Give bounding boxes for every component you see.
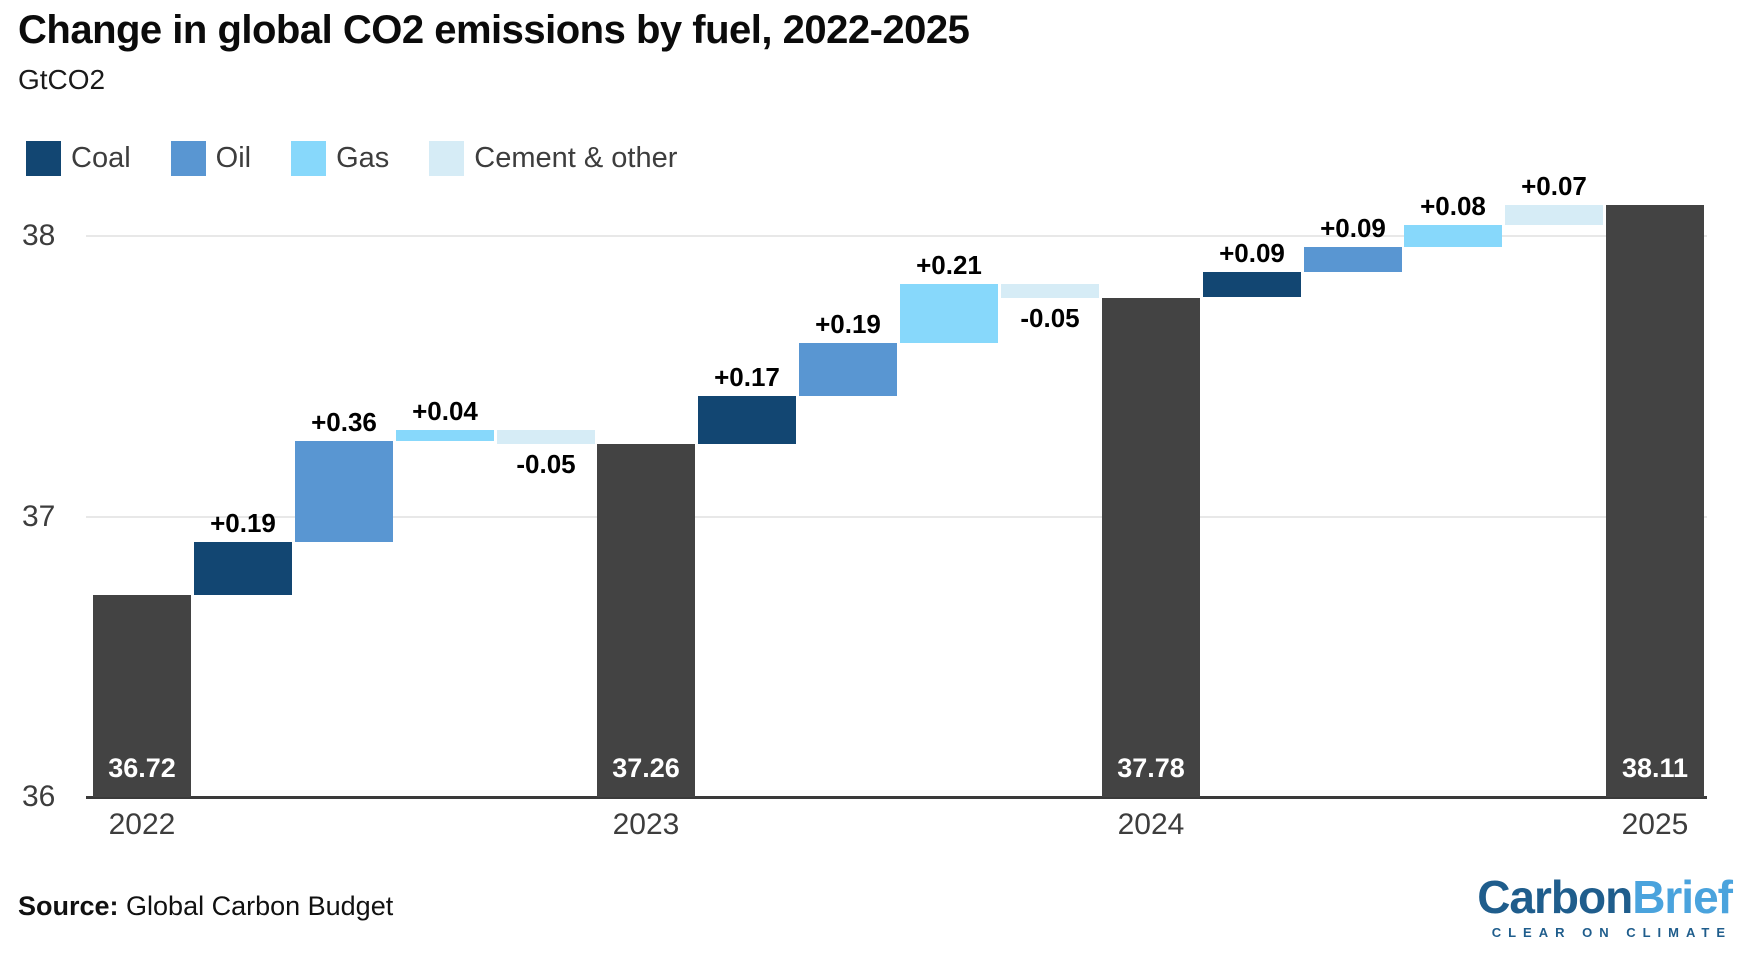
legend-item-coal: Coal: [26, 141, 131, 176]
delta-value-label: +0.21: [916, 250, 982, 280]
delta-value-label: +0.17: [714, 362, 780, 392]
x-tick-label-2025: 2025: [1621, 808, 1689, 841]
x-tick-label-2022: 2022: [108, 808, 176, 841]
delta-value-label: +0.36: [311, 407, 377, 437]
legend-swatch-icon: [170, 141, 206, 176]
y-tick-label-38: 38: [22, 219, 56, 252]
legend-label: Oil: [215, 142, 252, 174]
legend-item-oil: Oil: [170, 141, 252, 176]
waterfall-delta-bar-gas: [900, 284, 998, 343]
waterfall-delta-bar-cement-other: [1001, 284, 1099, 298]
x-tick-label-2024: 2024: [1117, 808, 1185, 841]
source-prefix: Source:: [18, 891, 119, 921]
gridline-37: [86, 515, 1707, 518]
total-value-label: 37.78: [1117, 753, 1185, 783]
waterfall-delta-bar-coal: [1203, 272, 1301, 297]
legend: Coal Oil Gas Cement & other: [26, 141, 717, 176]
legend-item-cement-other: Cement & other: [429, 141, 677, 176]
delta-value-label: +0.19: [815, 309, 881, 339]
delta-value-label: +0.09: [1219, 238, 1285, 268]
waterfall-total-bar-2024: [1102, 298, 1200, 797]
waterfall-delta-bar-coal: [698, 396, 796, 444]
waterfall-delta-bar-gas: [396, 430, 494, 441]
legend-swatch-icon: [291, 141, 327, 176]
legend-label: Cement & other: [474, 142, 678, 174]
legend-swatch-icon: [429, 141, 465, 176]
x-tick-label-2023: 2023: [612, 808, 680, 841]
total-value-label: 38.11: [1621, 753, 1689, 783]
y-tick-label-37: 37: [22, 499, 56, 533]
waterfall-delta-bar-coal: [194, 542, 292, 595]
delta-value-label: +0.19: [210, 508, 276, 538]
legend-label: Gas: [336, 142, 390, 174]
source-line: Source: Global Carbon Budget: [18, 891, 393, 922]
waterfall-delta-bar-cement-other: [497, 430, 595, 444]
y-tick-label-36: 36: [22, 780, 56, 813]
logo-wordmark: CarbonBrief: [1477, 871, 1733, 923]
carbonbrief-logo: CarbonBrief CLEAR ON CLIMATE: [1477, 871, 1733, 940]
delta-value-label: +0.08: [1420, 191, 1486, 221]
delta-value-label: -0.05: [1020, 303, 1080, 333]
legend-label: Coal: [71, 142, 131, 174]
waterfall-delta-bar-gas: [1404, 225, 1502, 247]
waterfall-total-bar-2022: [93, 595, 191, 797]
x-axis-line: [86, 796, 1707, 799]
waterfall-total-bar-2023: [597, 444, 695, 797]
waterfall-total-bar-2025: [1606, 205, 1704, 797]
legend-item-gas: Gas: [291, 141, 389, 176]
chart-unit-subtitle: GtCO2: [18, 64, 106, 95]
waterfall-delta-bar-oil: [799, 343, 897, 396]
delta-value-label: +0.07: [1521, 171, 1587, 201]
waterfall-delta-bar-cement-other: [1505, 205, 1603, 225]
chart-title: Change in global CO2 emissions by fuel, …: [18, 8, 970, 52]
waterfall-delta-bar-oil: [295, 441, 393, 542]
total-value-label: 37.26: [612, 753, 680, 783]
gridline-38: [86, 235, 1707, 237]
delta-value-label: -0.05: [516, 449, 576, 479]
total-value-label: 36.72: [108, 753, 176, 783]
logo-brief-text: Brief: [1632, 871, 1733, 923]
logo-carbon-text: Carbon: [1477, 871, 1633, 923]
logo-tagline: CLEAR ON CLIMATE: [1491, 925, 1732, 940]
delta-value-label: +0.04: [412, 396, 478, 426]
source-text: Global Carbon Budget: [118, 891, 394, 921]
delta-value-label: +0.09: [1320, 213, 1386, 243]
waterfall-delta-bar-oil: [1304, 247, 1402, 272]
legend-swatch-icon: [26, 141, 61, 176]
